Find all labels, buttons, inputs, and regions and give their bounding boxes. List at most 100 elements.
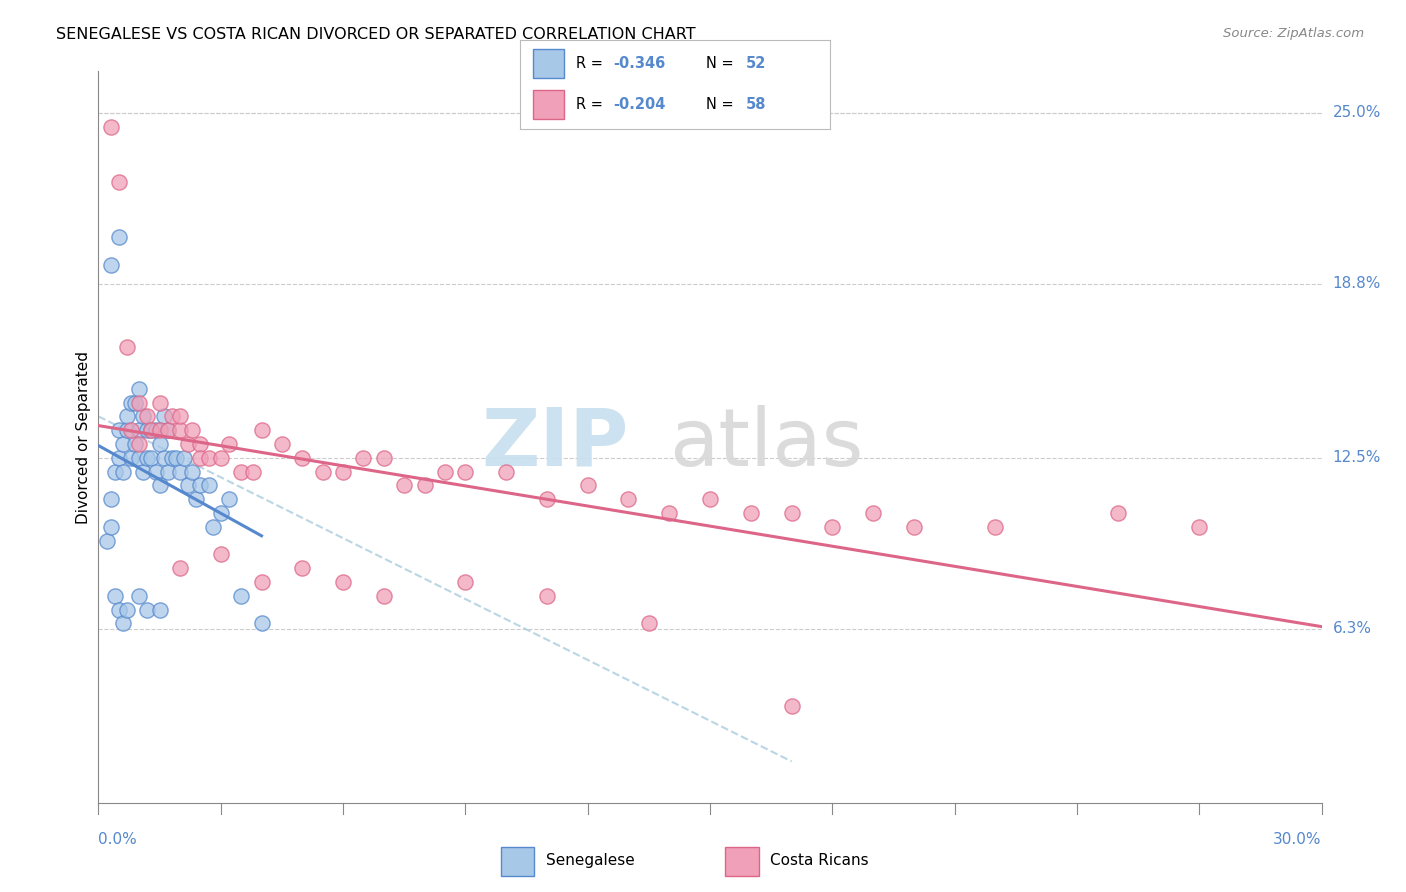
Point [165, 450, 187, 465]
Point [124, 437, 146, 451]
Point [699, 492, 721, 507]
Point [1188, 520, 1211, 534]
Point [100, 520, 122, 534]
Point [188, 437, 212, 451]
Point [209, 450, 232, 465]
Point [270, 437, 294, 451]
Point [218, 492, 240, 507]
Point [242, 465, 264, 479]
Point [173, 450, 195, 465]
Point [169, 409, 191, 424]
Text: 52: 52 [747, 56, 766, 70]
Point [181, 423, 204, 437]
Point [250, 616, 273, 631]
Point [201, 520, 224, 534]
Point [984, 520, 1007, 534]
Point [433, 465, 456, 479]
Point [111, 465, 134, 479]
Text: SENEGALESE VS COSTA RICAN DIVORCED OR SEPARATED CORRELATION CHART: SENEGALESE VS COSTA RICAN DIVORCED OR SE… [56, 27, 696, 42]
Point [862, 506, 884, 520]
Point [352, 450, 374, 465]
Point [156, 465, 179, 479]
Point [108, 602, 131, 616]
Point [136, 409, 159, 424]
Point [1107, 506, 1129, 520]
Point [156, 423, 179, 437]
Point [149, 423, 172, 437]
Point [152, 450, 174, 465]
Point [780, 506, 803, 520]
Point [108, 423, 131, 437]
Point [128, 395, 150, 409]
Point [156, 423, 179, 437]
Point [160, 450, 183, 465]
Text: Senegalese: Senegalese [546, 854, 634, 868]
Text: 25.0%: 25.0% [1333, 105, 1381, 120]
Point [197, 478, 219, 492]
Point [115, 423, 138, 437]
Point [100, 120, 122, 134]
Point [495, 465, 517, 479]
Text: N =: N = [706, 56, 738, 70]
Y-axis label: Divorced or Separated: Divorced or Separated [76, 351, 91, 524]
Point [231, 589, 253, 603]
Point [120, 423, 142, 437]
Point [186, 492, 208, 507]
Point [188, 478, 212, 492]
Point [149, 478, 172, 492]
Point [149, 602, 172, 616]
Point [136, 450, 159, 465]
Point [96, 533, 118, 548]
Point [903, 520, 925, 534]
Point [332, 574, 354, 589]
Point [149, 395, 172, 409]
Point [128, 382, 150, 396]
Point [104, 589, 127, 603]
Point [145, 423, 167, 437]
Point [188, 450, 212, 465]
Point [536, 492, 558, 507]
Point [111, 616, 134, 631]
Point [291, 450, 314, 465]
Point [169, 465, 191, 479]
Text: N =: N = [706, 97, 738, 112]
Text: 30.0%: 30.0% [1274, 832, 1322, 847]
Point [373, 450, 395, 465]
Point [132, 409, 155, 424]
Point [332, 465, 354, 479]
Point [108, 175, 131, 189]
Point [100, 492, 122, 507]
Text: Costa Ricans: Costa Ricans [770, 854, 869, 868]
Point [145, 465, 167, 479]
Point [128, 589, 150, 603]
Point [197, 450, 219, 465]
Point [136, 423, 159, 437]
Point [218, 437, 240, 451]
Point [136, 602, 159, 616]
Point [181, 465, 204, 479]
Point [169, 561, 191, 575]
Text: 18.8%: 18.8% [1333, 277, 1381, 292]
Point [120, 450, 142, 465]
Point [152, 409, 174, 424]
Point [413, 478, 436, 492]
Point [141, 423, 163, 437]
Text: R =: R = [576, 97, 607, 112]
Point [454, 574, 477, 589]
Point [821, 520, 844, 534]
Point [250, 574, 273, 589]
Point [115, 602, 138, 616]
Point [536, 589, 558, 603]
Point [637, 616, 661, 631]
Point [454, 465, 477, 479]
Point [291, 561, 314, 575]
Point [177, 478, 200, 492]
Point [169, 423, 191, 437]
Point [120, 395, 142, 409]
Point [740, 506, 762, 520]
Point [108, 450, 131, 465]
Point [104, 465, 127, 479]
Point [132, 465, 155, 479]
Text: R =: R = [576, 56, 607, 70]
Text: 12.5%: 12.5% [1333, 450, 1381, 466]
